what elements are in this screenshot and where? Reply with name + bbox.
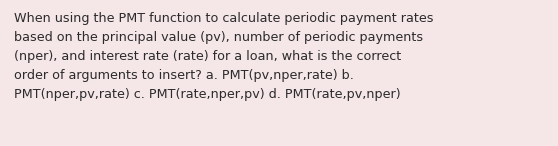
Text: When using the PMT function to calculate periodic payment rates: When using the PMT function to calculate… [14, 12, 434, 25]
Text: PMT(nper,pv,rate) c. PMT(rate,nper,pv) d. PMT(rate,pv,nper): PMT(nper,pv,rate) c. PMT(rate,nper,pv) d… [14, 88, 401, 101]
Text: order of arguments to insert? a. PMT(pv,nper,rate) b.: order of arguments to insert? a. PMT(pv,… [14, 69, 354, 82]
Text: (nper), and interest rate (rate) for a loan, what is the correct: (nper), and interest rate (rate) for a l… [14, 50, 401, 63]
Text: based on the principal value (pv), number of periodic payments: based on the principal value (pv), numbe… [14, 31, 423, 44]
